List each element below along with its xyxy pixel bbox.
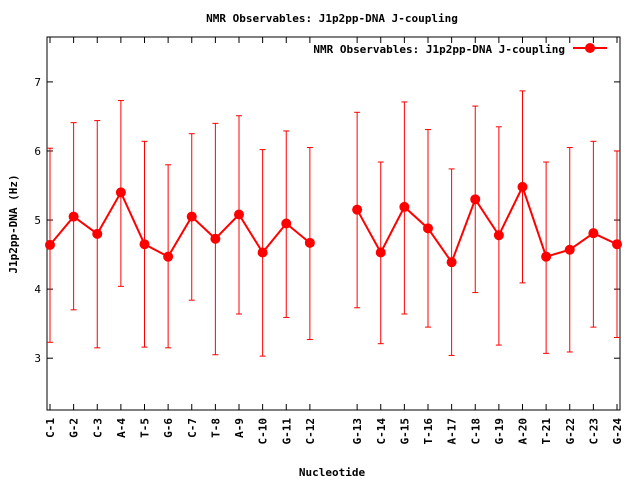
data-point: [399, 201, 410, 212]
x-tick-label: C-10: [257, 418, 270, 445]
x-tick-label: A-17: [446, 418, 459, 445]
legend-marker: [585, 43, 595, 53]
x-tick-label: T-8: [209, 418, 222, 438]
x-tick-label: C-7: [186, 418, 199, 438]
x-tick-label: G-19: [493, 418, 506, 445]
data-point: [115, 187, 126, 198]
data-point: [517, 181, 528, 192]
x-tick-label: A-9: [233, 418, 246, 438]
plot-axes: 3 4 5 6 7 C-1 G-2 C-3 A-4 T-5 G-6 C-7 T-8 A-9 C-10 G-11…: [34, 36, 624, 445]
data-point: [564, 244, 575, 255]
legend: NMR Observables: J1p2pp-DNA J-coupling: [313, 43, 607, 56]
x-tick-label: T-16: [422, 418, 435, 445]
x-tick-label: A-20: [517, 418, 530, 445]
plot-frame: [46, 36, 621, 411]
x-tick-label: C-3: [91, 418, 104, 438]
x-tick-label: C-18: [469, 418, 482, 445]
data-point: [163, 251, 174, 262]
x-tick-label: C-23: [587, 418, 600, 445]
y-tick-label: 7: [34, 76, 41, 89]
y-tick-label: 4: [34, 283, 41, 296]
data-point: [446, 257, 457, 268]
x-tick-label: G-22: [564, 418, 577, 445]
y-tick-label: 3: [34, 352, 41, 365]
x-tick-label: C-1: [44, 418, 57, 438]
data-point: [304, 237, 315, 248]
data-point: [612, 239, 622, 250]
data-point: [375, 247, 386, 258]
x-tick-label: C-12: [304, 418, 317, 445]
data-point: [257, 247, 268, 258]
data-point: [470, 194, 481, 205]
y-axis-label: J1p2pp-DNA (Hz): [7, 174, 20, 273]
legend-label: NMR Observables: J1p2pp-DNA J-coupling: [313, 43, 565, 56]
data-point: [352, 204, 363, 215]
x-tick-label: G-2: [68, 418, 81, 438]
data-points: [45, 181, 622, 268]
data-point: [234, 209, 244, 220]
data-point: [588, 228, 599, 239]
y-tick-label: 5: [34, 214, 41, 227]
data-point: [423, 223, 433, 234]
data-point: [541, 251, 552, 262]
x-tick-label: G-6: [162, 418, 175, 438]
data-point: [493, 230, 504, 241]
x-tick-label: A-4: [115, 418, 128, 438]
x-tick-label: G-24: [611, 418, 624, 445]
data-point: [139, 239, 150, 250]
data-point: [92, 228, 103, 239]
chart-title: NMR Observables: J1p2pp-DNA J-coupling: [206, 12, 458, 25]
x-tick-label: C-14: [375, 418, 388, 445]
x-tick-label: T-21: [540, 418, 553, 445]
data-point: [281, 218, 292, 229]
x-tick-label: G-11: [280, 418, 293, 445]
data-point: [45, 239, 55, 250]
x-tick-label: G-15: [398, 418, 411, 445]
x-tick-label: G-13: [351, 418, 364, 445]
data-point: [186, 211, 197, 222]
x-axis-label: Nucleotide: [299, 466, 366, 479]
data-point: [210, 233, 221, 244]
x-tick-label: T-5: [139, 418, 152, 438]
data-point: [68, 211, 79, 222]
y-tick-label: 6: [34, 145, 41, 158]
